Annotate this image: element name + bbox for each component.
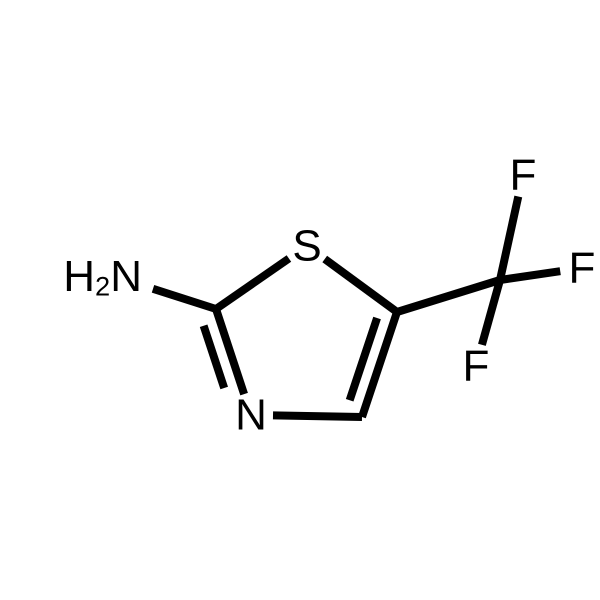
f-label: F (463, 342, 490, 391)
f-label: F (510, 151, 537, 200)
f-label: F (569, 244, 596, 293)
n-label: N (235, 391, 267, 440)
molecule-diagram: H2NSNFFF (0, 0, 600, 600)
s-label: S (292, 222, 321, 271)
amine-label: H2N (63, 252, 142, 302)
